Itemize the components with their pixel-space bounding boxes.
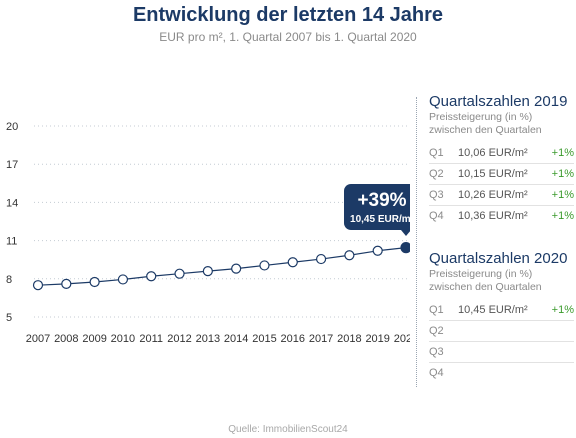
- x-tick-label: 2015: [252, 333, 276, 345]
- price-line-chart: 5 8 11 14 17 20 2007 2008 2009 2010 2011 2012 2013 20…: [6, 121, 410, 345]
- quarter-price: 10,26 EUR/m²: [458, 189, 528, 201]
- x-tick-label: 2012: [167, 333, 191, 345]
- data-point: [202, 266, 213, 277]
- y-tick-label: 11: [6, 236, 17, 248]
- quarter-panel-2020: Quartalszahlen 2020 Preissteigerung (in …: [418, 250, 574, 383]
- quarter-row: Q4: [429, 363, 574, 383]
- data-point: [146, 271, 157, 282]
- quarter-label: Q1: [429, 304, 444, 316]
- data-point: [174, 268, 185, 279]
- sidebar-divider: [416, 97, 417, 387]
- quarter-row: Q3: [429, 342, 574, 363]
- quarter-row: Q3 10,26 EUR/m² +1%: [429, 185, 574, 206]
- quarter-label: Q4: [429, 210, 444, 222]
- quarter-price: 10,45 EUR/m²: [458, 304, 528, 316]
- x-tick-label: 2011: [139, 333, 163, 345]
- chart-title: Entwicklung der letzten 14 Jahre: [132, 4, 444, 26]
- x-tick-label: 2010: [111, 333, 135, 345]
- quarter-panel-title: Quartalszahlen 2019: [429, 93, 568, 110]
- y-tick-label: 20: [6, 121, 18, 133]
- quarter-label: Q2: [429, 325, 444, 337]
- quarter-row: Q1 10,06 EUR/m² +1%: [429, 143, 574, 164]
- quarter-label: Q4: [429, 367, 444, 379]
- data-point: [259, 260, 270, 271]
- x-tick-label: 2014: [224, 333, 248, 345]
- data-point: [231, 263, 242, 274]
- quarter-panel-subtitle: Preissteigerung (in %) zwischen den Quar…: [429, 111, 542, 136]
- data-point: [89, 276, 100, 288]
- data-point: [344, 250, 355, 261]
- x-tick-label: 2008: [54, 333, 78, 345]
- data-point: [372, 245, 383, 256]
- quarter-row: Q2 10,15 EUR/m² +1%: [429, 164, 574, 185]
- x-tick-label: 2017: [309, 333, 333, 345]
- y-tick-label: 17: [6, 159, 18, 171]
- y-tick-label: 8: [6, 274, 12, 286]
- callout-bubble: [344, 184, 410, 230]
- data-point: [315, 253, 327, 265]
- quarter-price: 10,06 EUR/m²: [458, 147, 528, 159]
- data-point: [61, 278, 72, 289]
- quarter-change: +1%: [551, 168, 574, 180]
- callout-value: 10,45 EUR/m²: [350, 214, 410, 225]
- quarter-panel-title: Quartalszahlen 2020: [429, 250, 568, 267]
- quarter-change: +1%: [551, 147, 574, 159]
- chart-subtitle: EUR pro m², 1. Quartal 2007 bis 1. Quart…: [159, 30, 417, 44]
- quarter-row: Q2: [429, 321, 574, 342]
- data-point: [117, 274, 129, 285]
- quarter-change: +1%: [551, 210, 574, 222]
- quarter-change: +1%: [551, 189, 574, 201]
- callout-pointer: [401, 230, 410, 236]
- y-tick-label: 5: [6, 312, 12, 324]
- x-tick-label: 2019: [365, 333, 389, 345]
- quarter-price: 10,36 EUR/m²: [458, 210, 528, 222]
- x-tick-label: 2013: [196, 333, 220, 345]
- quarter-label: Q3: [429, 189, 444, 201]
- quarter-price: 10,15 EUR/m²: [458, 168, 528, 180]
- x-tick-label: 2009: [82, 333, 106, 345]
- callout-change: +39%: [357, 190, 406, 211]
- quarter-label: Q1: [429, 147, 444, 159]
- data-point: [287, 257, 298, 268]
- quarter-label: Q2: [429, 168, 444, 180]
- x-tick-label: 2018: [337, 333, 361, 345]
- source-note: Quelle: ImmobilienScout24: [228, 424, 348, 435]
- quarter-row: Q1 10,45 EUR/m² +1%: [429, 300, 574, 321]
- quarter-row: Q4 10,36 EUR/m² +1%: [429, 206, 574, 226]
- data-point: [32, 280, 44, 291]
- quarter-panel-subtitle: Preissteigerung (in %) zwischen den Quar…: [429, 268, 542, 293]
- x-tick-label: 2007: [26, 333, 50, 345]
- quarter-label: Q3: [429, 346, 444, 358]
- y-tick-label: 14: [6, 197, 18, 209]
- x-tick-label: 2020: [394, 333, 410, 345]
- x-tick-label: 2016: [281, 333, 305, 345]
- quarter-panel-2019: Quartalszahlen 2019 Preissteigerung (in …: [418, 93, 574, 226]
- highlight-point: [400, 242, 410, 254]
- quarter-change: +1%: [551, 304, 574, 316]
